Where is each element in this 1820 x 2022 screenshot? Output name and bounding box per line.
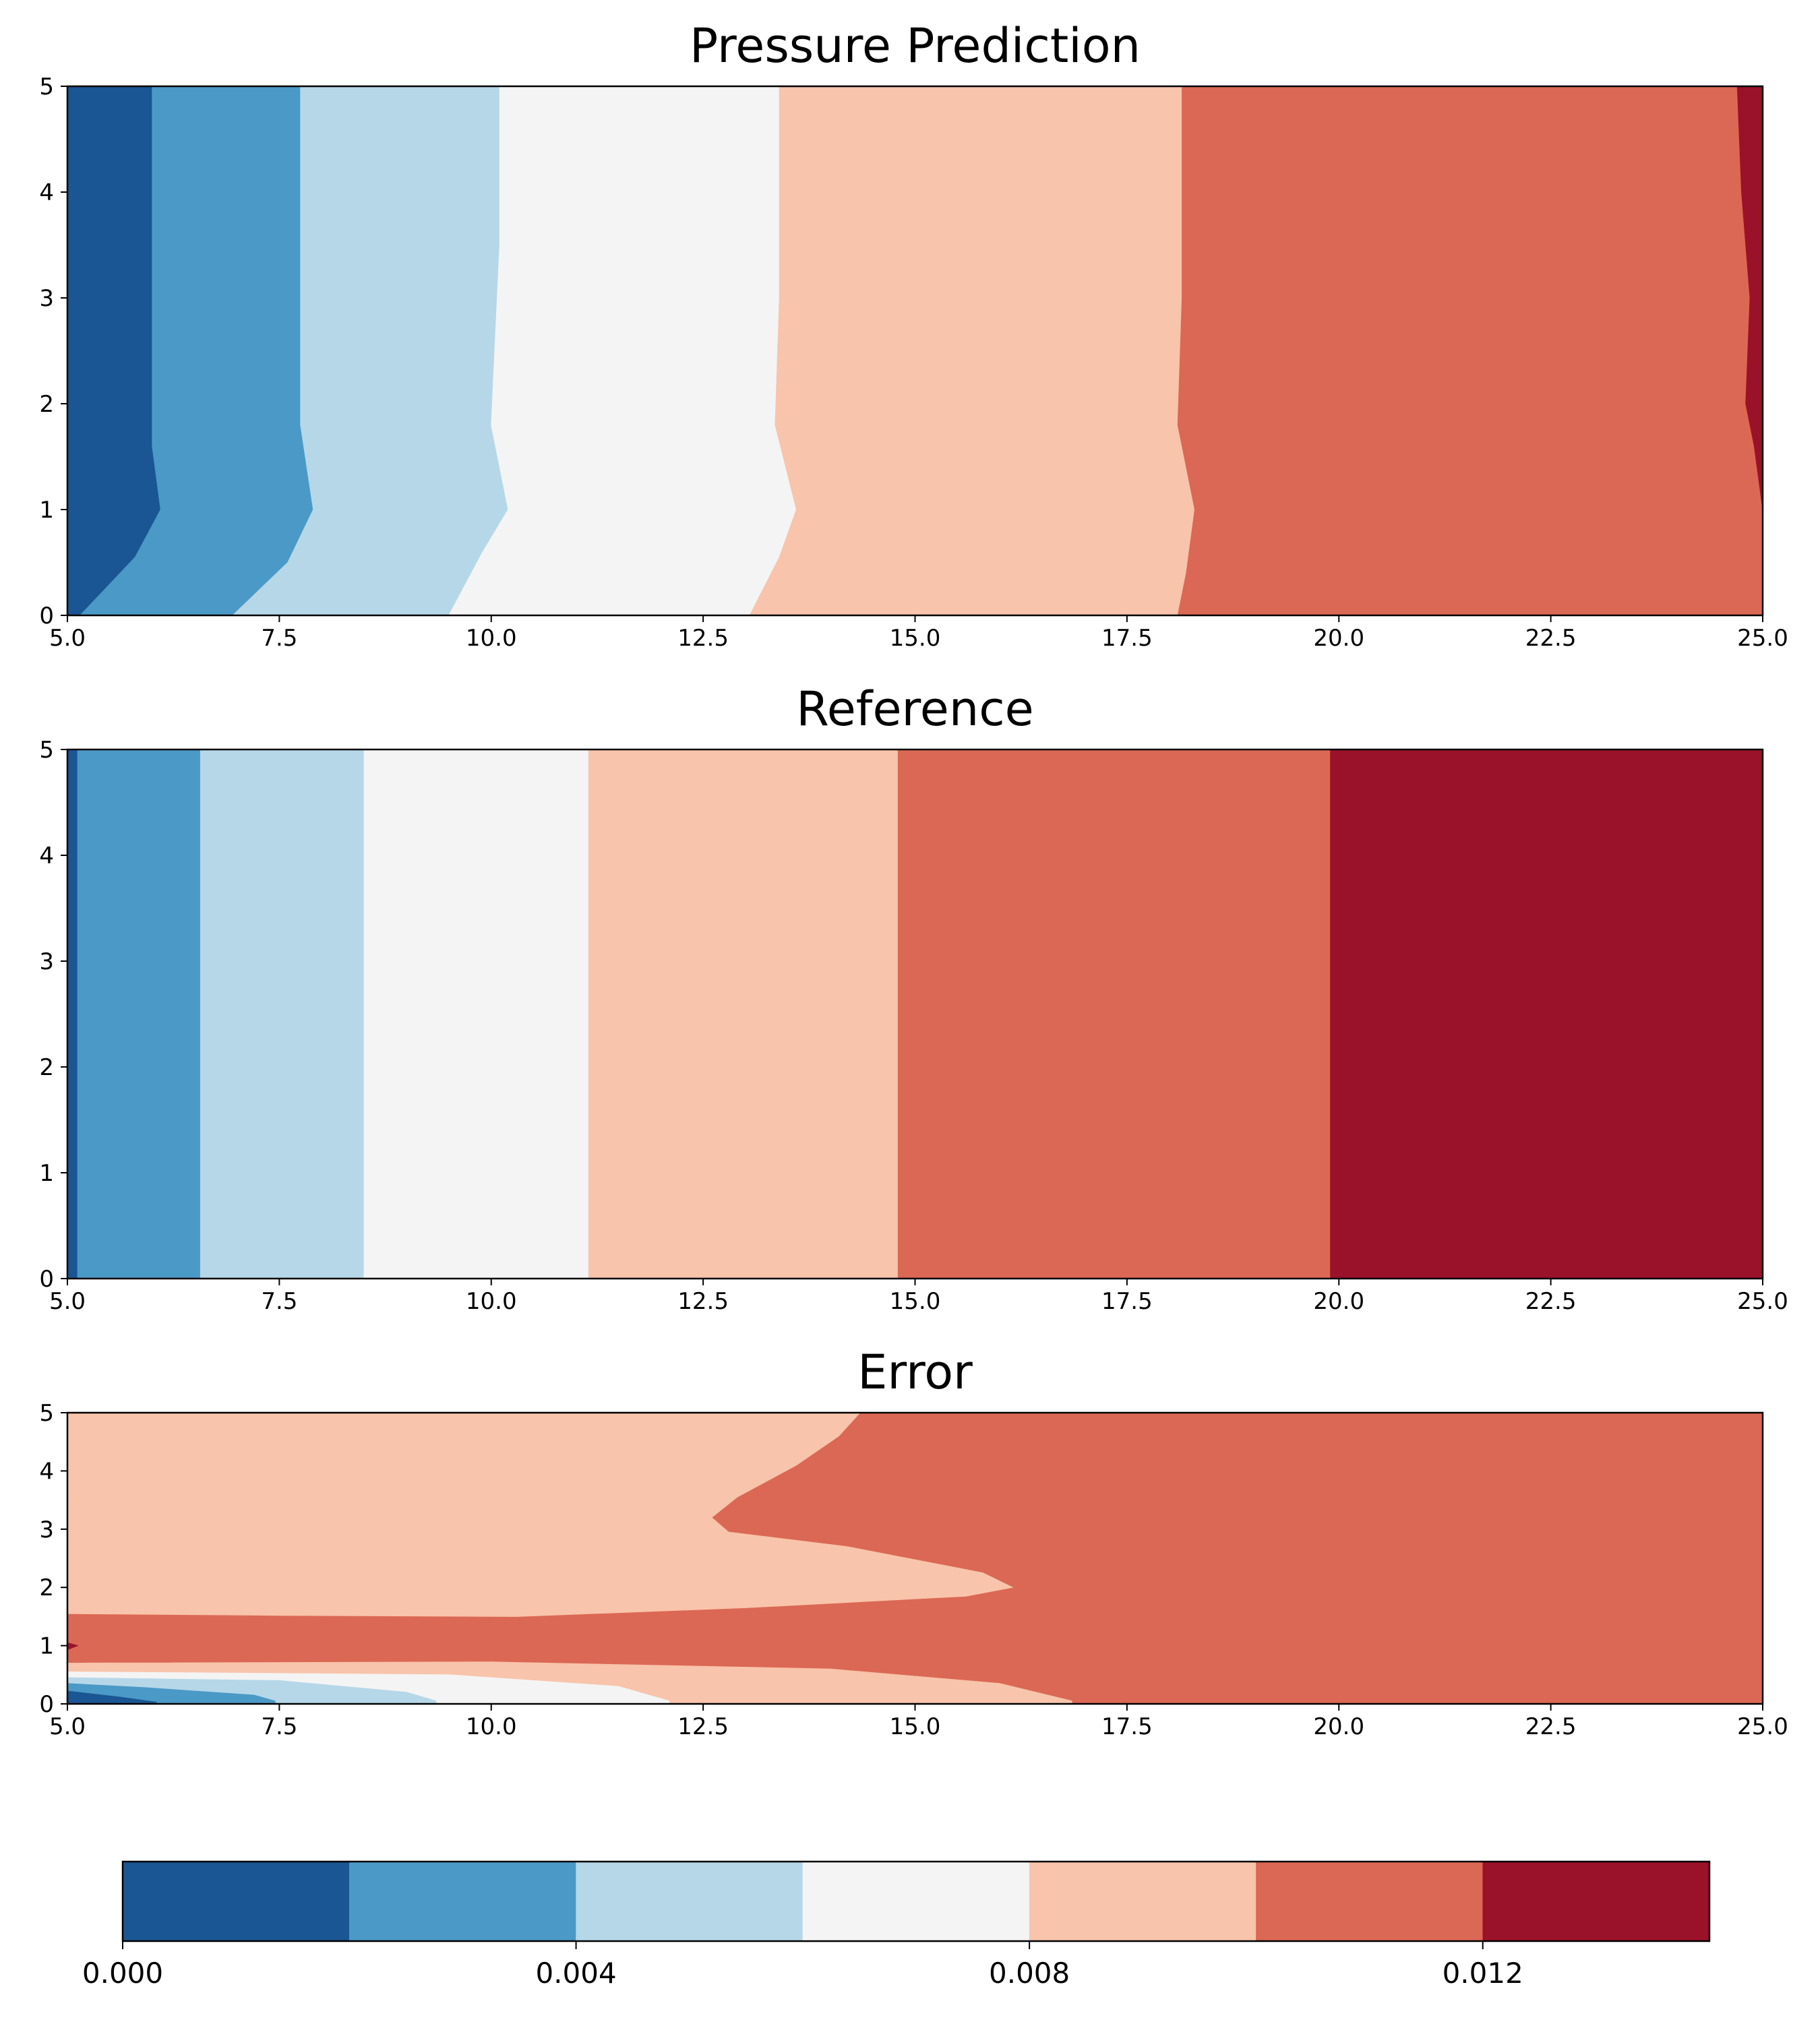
x-tick-label: 12.5 xyxy=(677,1288,729,1315)
x-tick-label: 22.5 xyxy=(1525,625,1577,652)
x-tick-label: 22.5 xyxy=(1525,1713,1577,1740)
contour-region xyxy=(67,749,78,1279)
contour-fill xyxy=(67,1413,1763,1704)
contour-region xyxy=(448,86,797,615)
contour-region xyxy=(749,86,1196,615)
contour-region xyxy=(200,749,365,1279)
y-tick-label: 0 xyxy=(39,603,54,630)
colorbar-segment xyxy=(1256,1861,1483,1942)
x-tick-label: 5.0 xyxy=(49,1713,86,1740)
x-tick-label: 17.5 xyxy=(1101,1713,1153,1740)
x-tick-label: 7.5 xyxy=(261,1288,297,1315)
panel-1: 5.0 7.5 10.0 12.5 15.0 17.5 20.0 22.5 25.0 0 1 2 3 4 5… xyxy=(39,18,1788,652)
contour-region xyxy=(77,749,201,1279)
y-tick-label: 2 xyxy=(39,1054,54,1081)
y-tick-label: 3 xyxy=(39,948,54,975)
x-tick-label: 7.5 xyxy=(261,625,297,652)
colorbar-segment xyxy=(576,1861,803,1942)
x-tick-label: 25.0 xyxy=(1737,1713,1788,1740)
contour-region xyxy=(897,749,1331,1279)
colorbar-segment xyxy=(122,1861,350,1942)
x-tick-label: 10.0 xyxy=(466,1713,517,1740)
x-tick-label: 17.5 xyxy=(1101,1288,1153,1315)
x-tick-label: 15.0 xyxy=(890,625,941,652)
y-tick-label: 2 xyxy=(39,1574,54,1601)
x-tick-label: 25.0 xyxy=(1737,625,1788,652)
y-tick-label: 1 xyxy=(39,1633,54,1660)
contour-region xyxy=(67,1413,1014,1617)
y-tick-label: 4 xyxy=(39,842,54,869)
contour-region xyxy=(1330,749,1763,1279)
y-tick-label: 0 xyxy=(39,1266,54,1293)
chart-title: Error xyxy=(857,1345,973,1400)
y-tick-label: 4 xyxy=(39,1458,54,1485)
colorbar-segment xyxy=(802,1861,1030,1942)
contour-region xyxy=(1177,86,1763,615)
y-tick-label: 4 xyxy=(39,179,54,206)
x-tick-label: 17.5 xyxy=(1101,625,1153,652)
y-tick-label: 1 xyxy=(39,1160,54,1187)
y-tick-label: 3 xyxy=(39,285,54,312)
x-tick-label: 25.0 xyxy=(1737,1288,1788,1315)
x-tick-label: 5.0 xyxy=(49,625,86,652)
y-tick-label: 2 xyxy=(39,391,54,418)
panel-2: 5.0 7.5 10.0 12.5 15.0 17.5 20.0 22.5 25.0 0 1 2 3 4 5… xyxy=(39,681,1788,1315)
y-tick-label: 5 xyxy=(39,73,54,100)
panel-3: 5.0 7.5 10.0 12.5 15.0 17.5 20.0 22.5 25.0 0 1 2 3 4 5… xyxy=(39,1345,1788,1740)
colorbar-tick-label: 0.004 xyxy=(535,1957,616,1990)
contour-region xyxy=(588,749,899,1279)
x-tick-label: 12.5 xyxy=(677,1713,729,1740)
contour-fill xyxy=(67,749,1763,1279)
chart-title: Pressure Prediction xyxy=(690,18,1141,73)
chart-title: Reference xyxy=(796,681,1034,737)
x-tick-label: 5.0 xyxy=(49,1288,86,1315)
contour-region xyxy=(67,1642,79,1651)
colorbar: 0.000 0.004 0.008 0.012 xyxy=(82,1860,1711,1990)
contour-fill xyxy=(67,86,1763,615)
colorbar-segment xyxy=(349,1861,576,1942)
x-tick-label: 20.0 xyxy=(1313,1288,1364,1315)
colorbar-tick-label: 0.000 xyxy=(82,1957,163,1990)
contour-region xyxy=(1736,86,1763,510)
y-tick-label: 5 xyxy=(39,737,54,764)
colorbar-frame xyxy=(121,1860,1711,1942)
x-tick-label: 7.5 xyxy=(261,1713,297,1740)
x-tick-label: 12.5 xyxy=(677,625,729,652)
colorbar-segment xyxy=(1029,1861,1256,1942)
y-tick-label: 1 xyxy=(39,497,54,524)
x-tick-label: 15.0 xyxy=(890,1288,941,1315)
colorbar-segment xyxy=(1482,1861,1710,1942)
y-tick-label: 0 xyxy=(39,1691,54,1718)
x-tick-label: 20.0 xyxy=(1313,1713,1364,1740)
y-tick-label: 5 xyxy=(39,1400,54,1427)
x-tick-label: 22.5 xyxy=(1525,1288,1577,1315)
x-tick-label: 10.0 xyxy=(466,625,517,652)
y-tick-label: 3 xyxy=(39,1516,54,1543)
contour-region xyxy=(67,1690,157,1704)
x-tick-label: 20.0 xyxy=(1313,625,1364,652)
x-tick-label: 15.0 xyxy=(890,1713,941,1740)
colorbar-tick-label: 0.008 xyxy=(989,1957,1070,1990)
contour-region xyxy=(363,749,589,1279)
x-tick-label: 10.0 xyxy=(466,1288,517,1315)
colorbar-tick-label: 0.012 xyxy=(1443,1957,1523,1990)
